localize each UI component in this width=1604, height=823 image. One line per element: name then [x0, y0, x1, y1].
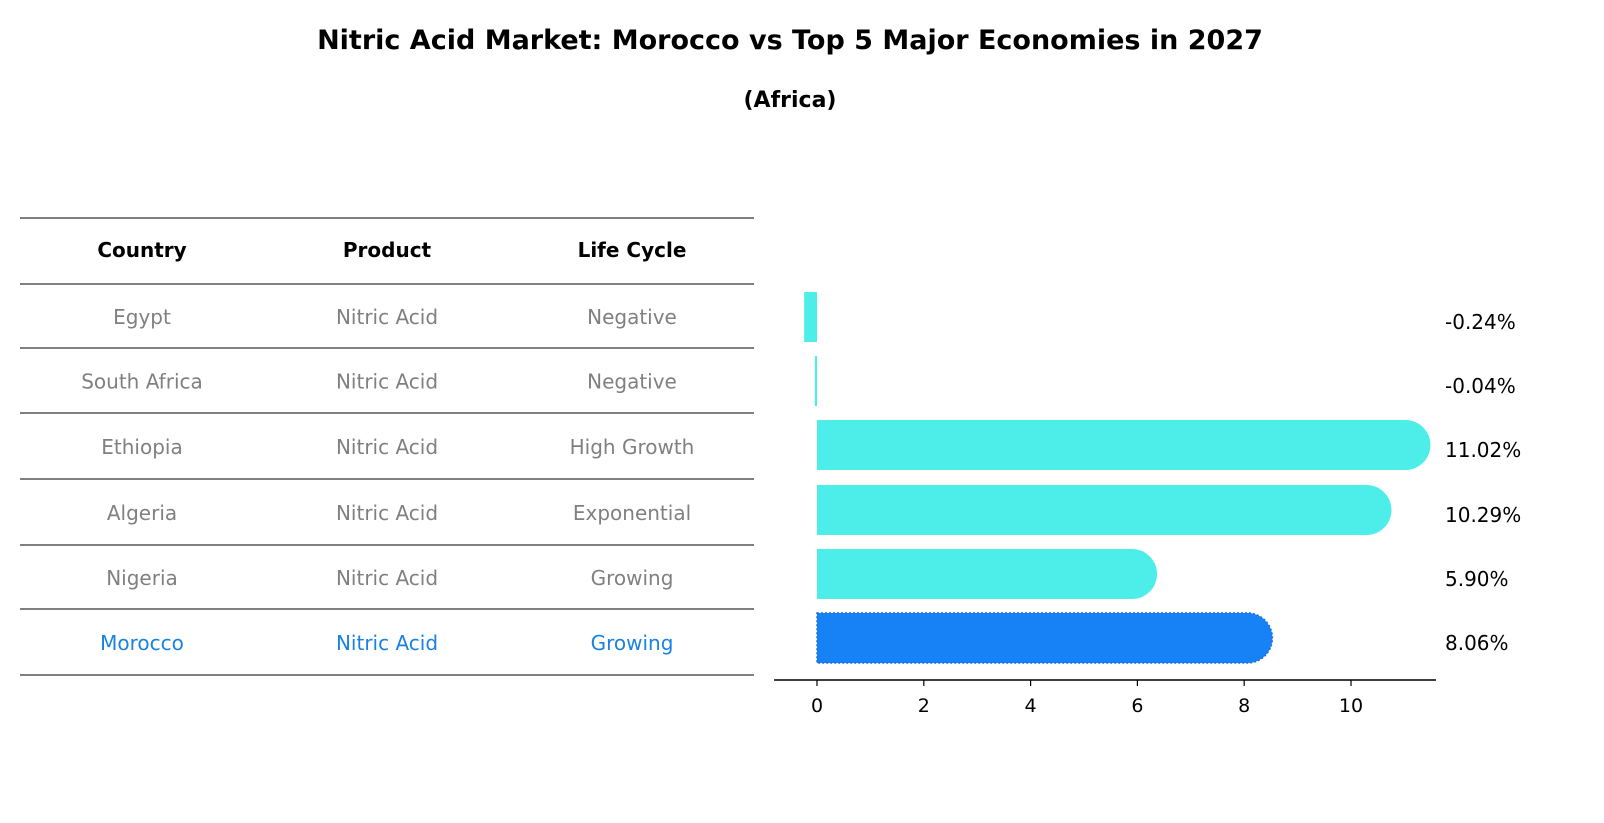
- chart-subtitle: (Africa): [744, 88, 837, 113]
- x-tick-label: 10: [1339, 695, 1363, 717]
- table-cell: Nitric Acid: [336, 566, 438, 590]
- data-label: 10.29%: [1445, 503, 1521, 527]
- x-tick-label: 2: [918, 695, 930, 717]
- table-cell: Ethiopia: [101, 435, 182, 459]
- data-label: -0.24%: [1445, 310, 1516, 334]
- x-tick-label: 4: [1025, 695, 1037, 717]
- bar-south-africa: [814, 356, 817, 406]
- data-label: -0.04%: [1445, 374, 1516, 398]
- table-cell: Nitric Acid: [336, 501, 438, 525]
- table-cell: Negative: [587, 305, 677, 329]
- bar-ethiopia: [817, 420, 1431, 470]
- table-cell: Nitric Acid: [336, 370, 438, 394]
- table-cell: Nigeria: [106, 566, 178, 590]
- table-cell: Morocco: [100, 631, 184, 655]
- table-cell: Egypt: [113, 305, 171, 329]
- table-cell: Nitric Acid: [336, 305, 438, 329]
- table-cell: Negative: [587, 370, 677, 394]
- table-cell: Growing: [591, 631, 674, 655]
- table-header-cell: Country: [97, 238, 186, 262]
- x-tick-label: 8: [1238, 695, 1250, 717]
- bar-morocco: [816, 612, 1274, 664]
- bar-nigeria: [817, 549, 1158, 599]
- table-cell: Exponential: [573, 501, 691, 525]
- data-table: Country Product Life Cycle Egypt Nitric Acid…: [20, 217, 754, 676]
- table-cell: Algeria: [107, 501, 177, 525]
- chart-title: Nitric Acid Market: Morocco vs Top 5 Maj…: [317, 25, 1263, 56]
- table-header-cell: Product: [343, 238, 432, 262]
- table-cell: Nitric Acid: [336, 631, 438, 655]
- bar-algeria: [817, 485, 1392, 535]
- x-tick-label: 6: [1131, 695, 1143, 717]
- table-cell: Growing: [591, 566, 674, 590]
- data-label: 5.90%: [1445, 567, 1509, 591]
- data-label: 11.02%: [1445, 438, 1521, 462]
- bar-chart: 0 2 4 6 8 10 -0.24% -0.04% 11.02% 10.29% 5.90% 8.06…: [774, 292, 1521, 717]
- table-cell: South Africa: [81, 370, 203, 394]
- x-tick-label: 0: [811, 695, 823, 717]
- data-label: 8.06%: [1445, 631, 1509, 655]
- bar-egypt: [804, 292, 817, 342]
- table-header-cell: Life Cycle: [578, 238, 687, 262]
- table-cell: High Growth: [570, 435, 695, 459]
- table-cell: Nitric Acid: [336, 435, 438, 459]
